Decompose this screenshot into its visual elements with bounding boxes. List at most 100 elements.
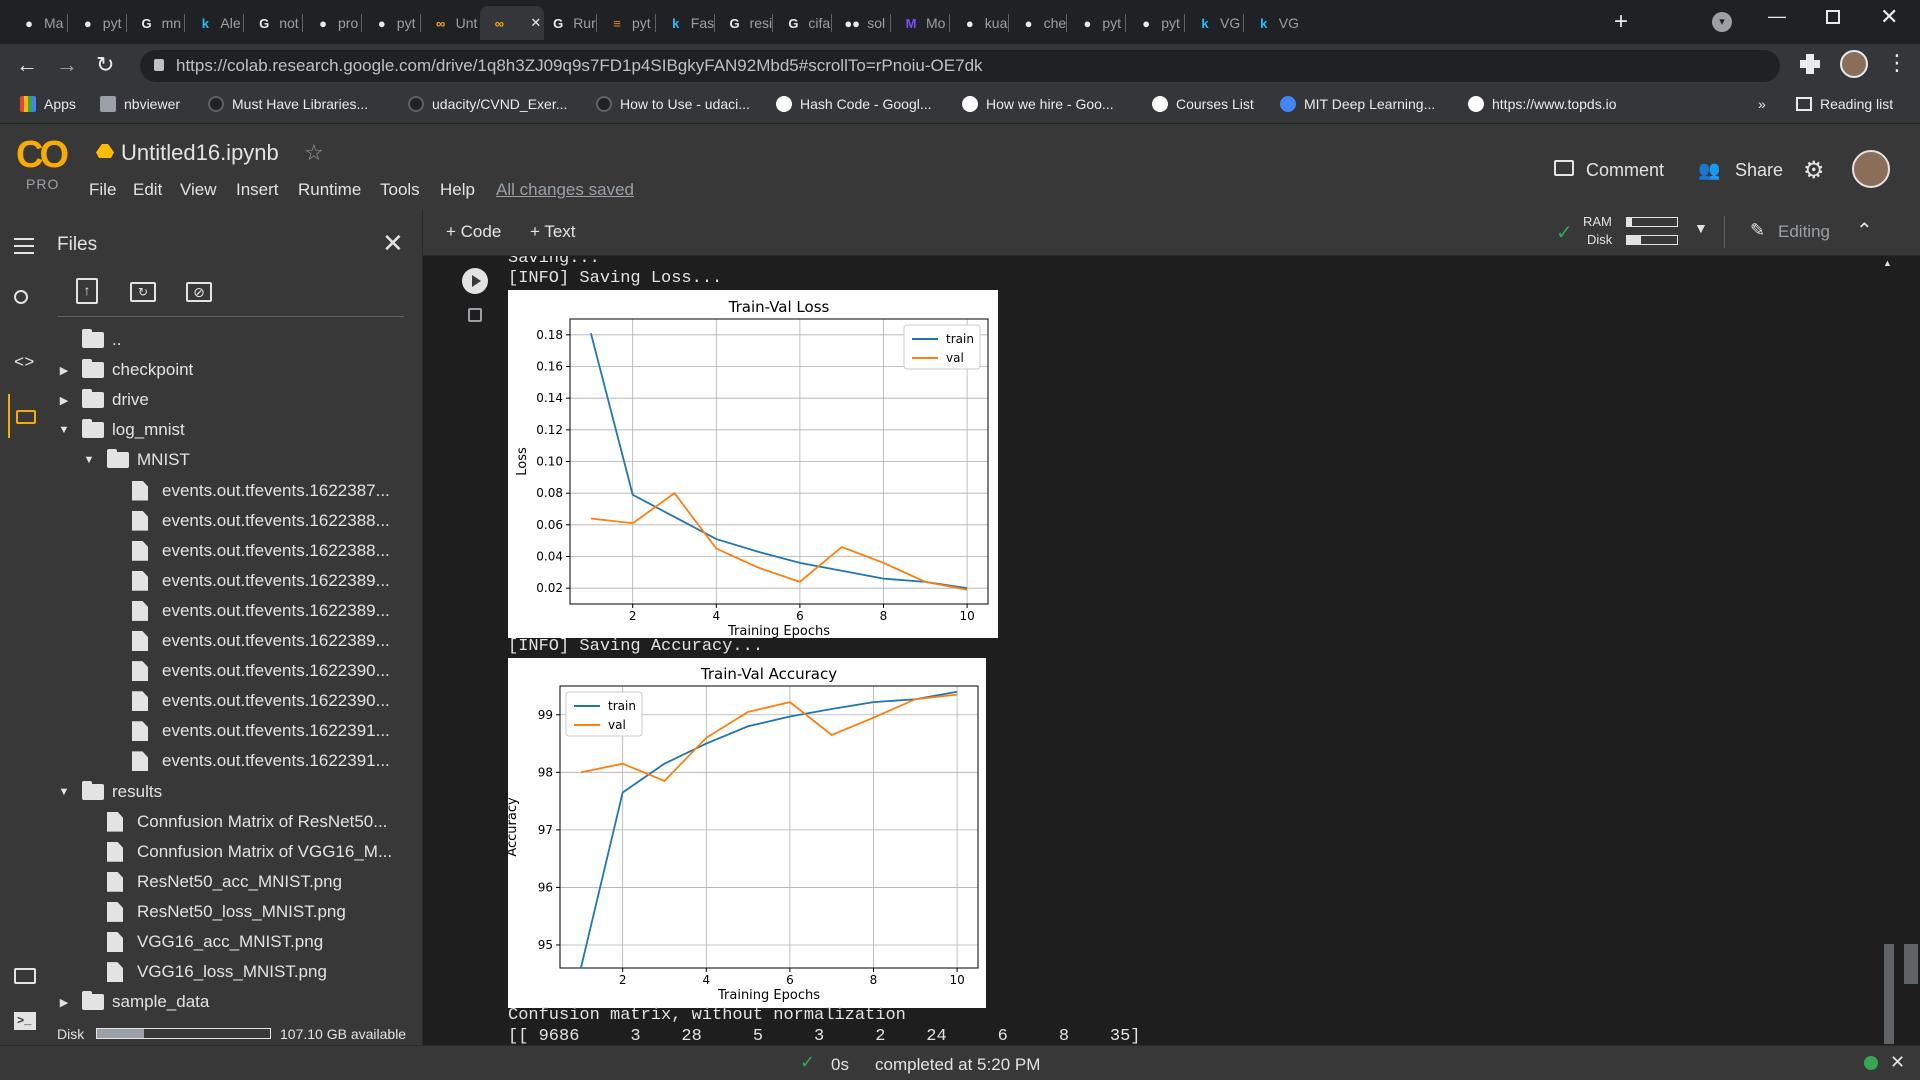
caret-down-icon[interactable]: ▼ [58,424,70,437]
star-icon[interactable]: ☆ [304,140,324,165]
page-scrollbar-thumb[interactable] [1904,944,1918,984]
close-panel-icon[interactable]: ✕ [382,228,404,258]
browser-tab[interactable]: ● pyt [69,6,128,40]
file-item[interactable]: events.out.tfevents.1622387... [0,476,423,506]
browser-tab[interactable]: ● pro [304,6,363,40]
file-item[interactable]: VGG16_loss_MNIST.png [0,957,423,987]
browser-tab[interactable]: ∞ ✕ [480,6,545,40]
file-item[interactable]: events.out.tfevents.1622388... [0,506,423,536]
caret-down-icon[interactable]: ▼ [83,454,95,467]
browser-tab[interactable]: k VG [1186,6,1245,40]
minimize-icon[interactable]: — [1768,6,1786,26]
browser-tab[interactable]: ● che [1010,6,1069,40]
save-status-link[interactable]: All changes saved [496,180,634,199]
file-item[interactable]: events.out.tfevents.1622389... [0,566,423,596]
browser-tab[interactable]: ● pyt [363,6,422,40]
menu-help[interactable]: Help [440,180,475,199]
file-item[interactable]: Connfusion Matrix of VGG16_M... [0,837,423,867]
browser-tab[interactable]: ●● sol [833,6,892,40]
browser-tab[interactable]: ● pyt [1068,6,1127,40]
code-snippets-icon[interactable]: <> [14,354,35,373]
file-item[interactable]: events.out.tfevents.1622390... [0,656,423,686]
resources-dropdown-icon[interactable]: ▼ [1694,220,1708,236]
add-code-cell-button[interactable]: + Code [446,222,502,241]
disk-meter[interactable] [1626,235,1678,245]
files-folder-icon[interactable] [16,410,36,424]
file-item[interactable]: events.out.tfevents.1622391... [0,716,423,746]
file-item[interactable]: ResNet50_acc_MNIST.png [0,867,423,897]
menu-view[interactable]: View [180,180,217,199]
caret-right-icon[interactable]: ▶ [59,996,69,1009]
reading-list-button[interactable]: Reading list [1796,96,1893,112]
caret-right-icon[interactable]: ▶ [59,364,69,377]
menu-tools[interactable]: Tools [380,180,420,199]
notebook-title[interactable]: Untitled16.ipynb [121,140,279,165]
bookmark-item[interactable]: Courses List [1152,96,1254,112]
user-avatar[interactable] [1852,150,1890,188]
upload-file-icon[interactable]: ↑ [76,278,98,304]
browser-tab[interactable]: ● Ma [10,6,69,40]
browser-tab[interactable]: ● kua [951,6,1010,40]
file-item[interactable]: ResNet50_loss_MNIST.png [0,897,423,927]
folder-item[interactable]: ▼ MNIST [0,445,423,475]
search-icon[interactable] [14,290,28,304]
file-item[interactable]: events.out.tfevents.1622389... [0,626,423,656]
bookmark-item[interactable]: How to Use - udaci... [596,96,750,112]
toc-icon[interactable] [14,238,34,254]
address-bar[interactable]: https://colab.research.google.com/drive/… [140,50,1780,82]
extensions-icon[interactable] [1800,54,1820,74]
add-text-cell-button[interactable]: + Text [530,222,576,241]
bookmark-item[interactable]: nbviewer [100,96,180,112]
file-item[interactable]: Connfusion Matrix of ResNet50... [0,807,423,837]
unmount-drive-icon[interactable]: ⊘ [186,282,212,302]
browser-tab[interactable]: ∞ Unt [422,6,481,40]
file-item[interactable]: events.out.tfevents.1622388... [0,536,423,566]
terminal-icon[interactable]: >_ [14,1012,36,1030]
file-item[interactable]: events.out.tfevents.1622390... [0,686,423,716]
new-tab-button[interactable]: + [1614,8,1629,35]
file-item[interactable]: events.out.tfevents.1622391... [0,746,423,776]
folder-item[interactable]: ▼ results [0,777,423,807]
ram-meter[interactable] [1626,217,1678,227]
output-options-icon[interactable] [468,308,482,322]
folder-item[interactable]: ▼ log_mnist [0,415,423,445]
folder-item[interactable]: ▶ sample_data [0,987,423,1017]
browser-tab[interactable]: ● pyt [1127,6,1186,40]
colab-logo[interactable]: CO [16,134,69,176]
folder-item[interactable]: ▶ drive [0,385,423,415]
scrollbar-thumb[interactable] [1884,944,1894,1044]
parent-folder-item[interactable]: .. [0,325,423,355]
collapse-header-icon[interactable]: ⌃ [1856,220,1873,242]
bookmark-item[interactable]: Must Have Libraries... [208,96,368,112]
folder-item[interactable]: ▶ checkpoint [0,355,423,385]
comment-button[interactable]: Comment [1586,160,1665,180]
bookmark-item[interactable]: MIT Deep Learning... [1280,96,1435,112]
tab-search-icon[interactable]: ▾ [1712,12,1732,32]
caret-right-icon[interactable]: ▶ [59,394,69,407]
restore-icon[interactable] [1826,10,1840,24]
menu-file[interactable]: File [89,180,117,199]
browser-tab[interactable]: ≡ pyt [598,6,657,40]
menu-runtime[interactable]: Runtime [298,180,362,199]
reload-icon[interactable]: ↻ [96,52,115,77]
close-window-icon[interactable]: ✕ [1880,4,1899,29]
editing-mode-button[interactable]: Editing [1778,222,1830,241]
browser-tab[interactable]: M Mo [892,6,951,40]
forward-icon[interactable]: → [56,52,78,77]
scroll-up-arrow[interactable]: ▲ [1883,258,1892,268]
file-item[interactable]: events.out.tfevents.1622389... [0,596,423,626]
run-cell-button[interactable] [462,268,488,294]
more-bookmarks-button[interactable]: » [1758,96,1766,112]
browser-tab[interactable]: k Fas [657,6,716,40]
menu-insert[interactable]: Insert [236,180,279,199]
browser-menu-icon[interactable]: ⋮ [1886,50,1908,75]
bookmark-item[interactable]: Hash Code - Googl... [776,96,932,112]
share-button[interactable]: Share [1735,160,1784,180]
bookmark-item[interactable]: Apps [20,96,76,112]
browser-tab[interactable]: k VG [1245,6,1304,40]
back-icon[interactable]: ← [16,52,38,77]
close-tab-icon[interactable]: ✕ [530,15,542,30]
